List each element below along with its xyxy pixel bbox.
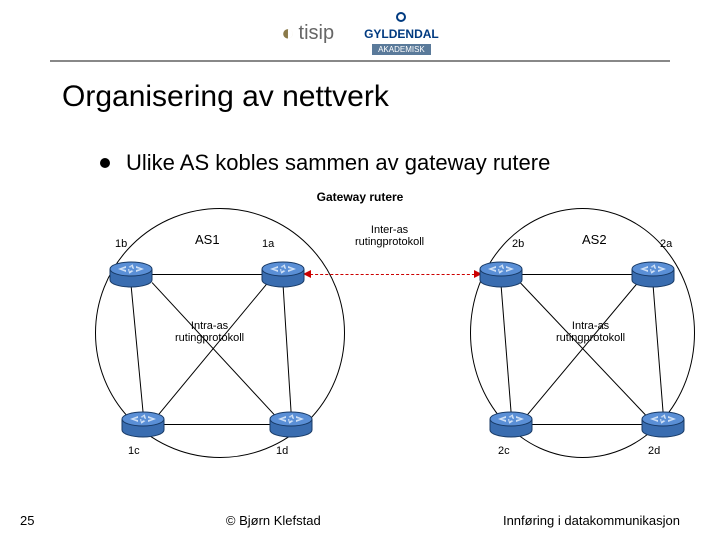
router-1a: [260, 260, 306, 288]
intra-edge: [532, 424, 642, 425]
inter-as-edge: [305, 274, 480, 275]
gyldendal-logo: GYLDENDAL AKADEMISK: [364, 12, 439, 55]
title-rule: [50, 60, 670, 62]
footer: . © Bjørn Klefstad Innføring i datakommu…: [0, 513, 720, 528]
gateway-label: Gateway rutere: [0, 190, 720, 204]
router-label-1b: 1b: [115, 238, 127, 250]
as2-label: AS2: [582, 232, 607, 247]
router-2b: [478, 260, 524, 288]
router-label-2a: 2a: [660, 238, 672, 250]
intra-label-1: Intra-as rutingprotokoll: [556, 320, 625, 344]
inter-label: Inter-as rutingprotokoll: [355, 224, 424, 248]
gyl-sub: AKADEMISK: [372, 44, 431, 55]
router-label-1d: 1d: [276, 445, 288, 457]
logo-bar: ◐ tisip GYLDENDAL AKADEMISK: [0, 8, 720, 58]
network-diagram: Gateway rutere 1b 1a 1c: [0, 190, 720, 490]
router-label-1c: 1c: [128, 445, 140, 457]
router-2d: [640, 410, 686, 438]
bullet-dot-icon: [100, 158, 110, 168]
router-1c: [120, 410, 166, 438]
copyright: © Bjørn Klefstad: [226, 513, 321, 528]
intra-edge: [152, 274, 262, 275]
router-label-1a: 1a: [262, 238, 274, 250]
bullet-row: Ulike AS kobles sammen av gateway rutere: [100, 150, 550, 176]
tisip-arc-icon: ◐: [281, 20, 294, 46]
page-title: Organisering av nettverk: [62, 80, 389, 114]
gyl-dot-icon: [396, 12, 406, 22]
gyl-top: GYLDENDAL: [364, 27, 439, 41]
intra-label-0: Intra-as rutingprotokoll: [175, 320, 244, 344]
router-1b: [108, 260, 154, 288]
tisip-text: tisip: [299, 22, 335, 45]
router-label-2b: 2b: [512, 238, 524, 250]
intra-edge: [164, 424, 270, 425]
router-1d: [268, 410, 314, 438]
tisip-logo: ◐ tisip: [281, 20, 334, 46]
as1-label: AS1: [195, 232, 220, 247]
router-label-2d: 2d: [648, 445, 660, 457]
router-2a: [630, 260, 676, 288]
bullet-text: Ulike AS kobles sammen av gateway rutere: [126, 150, 550, 176]
footer-right: Innføring i datakommunikasjon: [503, 513, 680, 528]
router-2c: [488, 410, 534, 438]
intra-edge: [522, 274, 632, 275]
router-label-2c: 2c: [498, 445, 510, 457]
